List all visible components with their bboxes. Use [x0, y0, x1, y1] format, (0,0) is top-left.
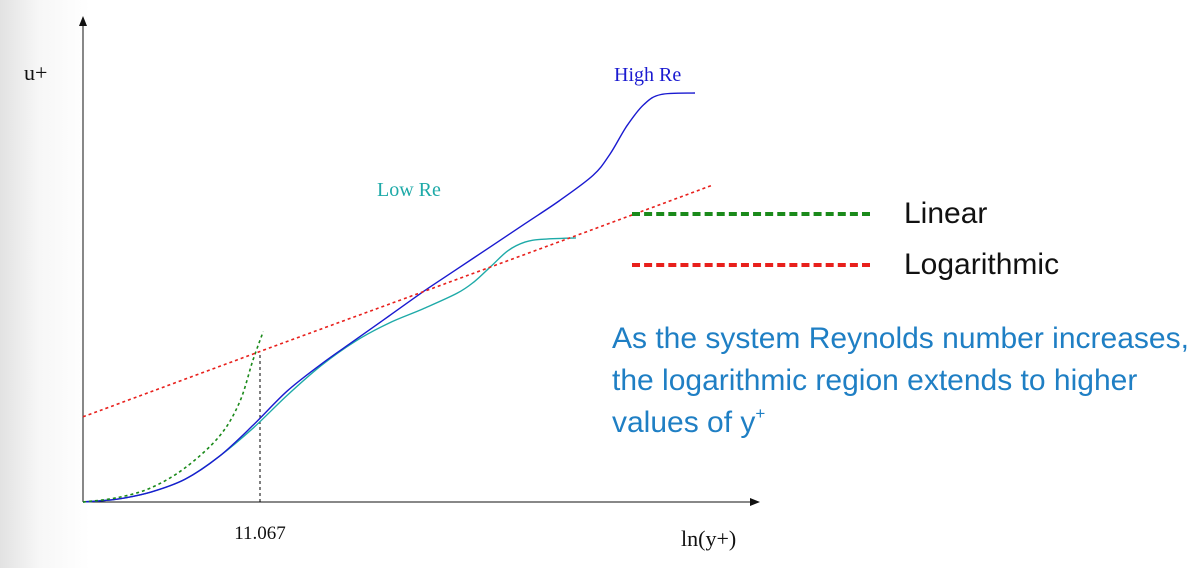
legend-label-linear: Linear: [904, 197, 988, 230]
series-line-high-re: [82, 92, 696, 503]
explanatory-note: As the system Reynolds number increases,…: [612, 318, 1197, 444]
y-axis-arrow: [79, 16, 87, 26]
note-superscript: +: [755, 404, 766, 423]
series-line-linear: [82, 331, 264, 503]
x-axis-arrow: [750, 498, 760, 506]
legend-label-logarithmic: Logarithmic: [904, 248, 1060, 281]
series-line-logarithmic: [82, 184, 713, 418]
legend-swatch-logarithmic: [632, 263, 870, 267]
legend-swatch-linear: [632, 212, 870, 216]
y-axis-label: u+: [24, 60, 47, 85]
series-line-low-re: [82, 237, 577, 503]
x-axis-label: ln(y+): [681, 526, 736, 551]
note-text: As the system Reynolds number increases,…: [612, 322, 1189, 439]
x-tick-label: 11.067: [234, 523, 286, 544]
series-annotation-low-re: Low Re: [377, 179, 441, 201]
series-annotation-high-re: High Re: [614, 64, 681, 86]
